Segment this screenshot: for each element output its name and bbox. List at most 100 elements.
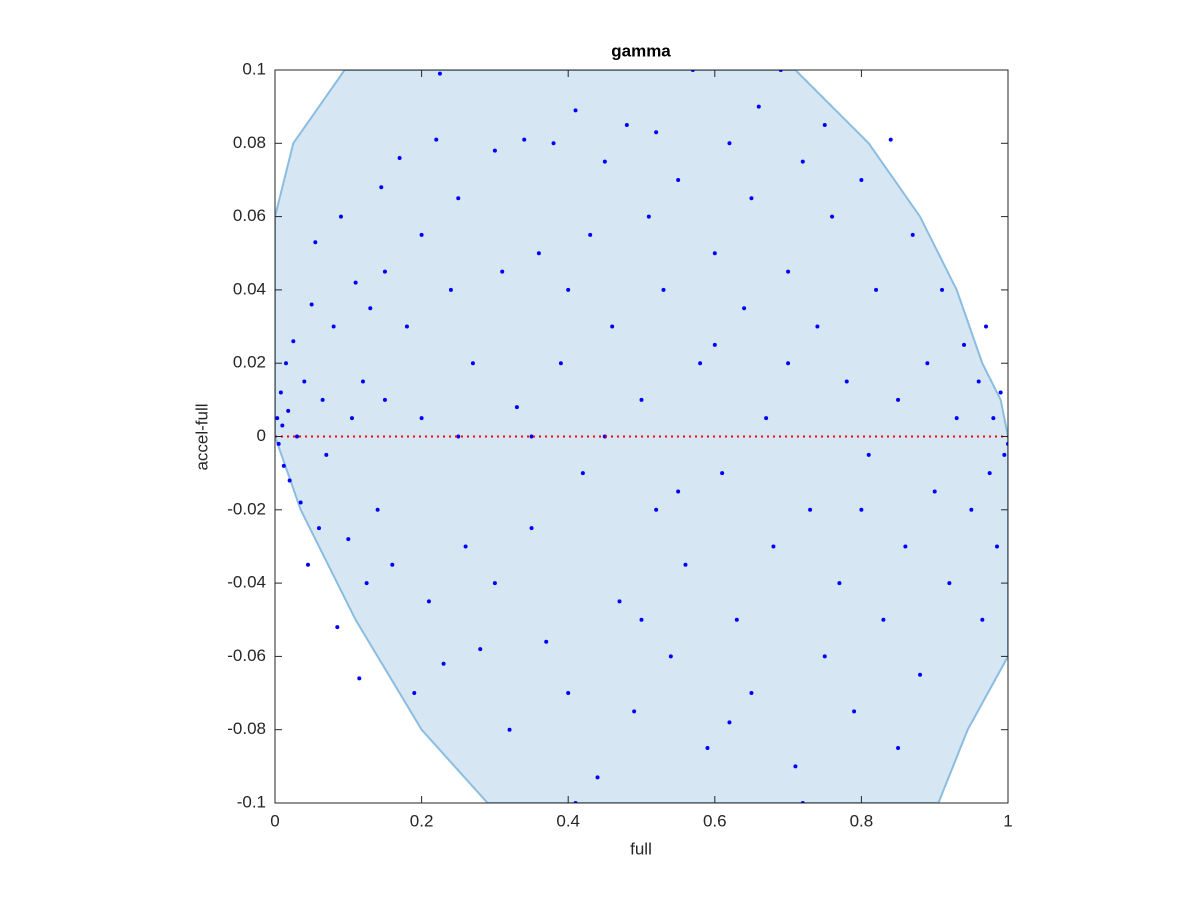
scatter-point: [558, 361, 563, 366]
scatter-point: [995, 544, 1000, 549]
scatter-point: [734, 617, 739, 622]
scatter-point: [668, 654, 673, 659]
x-tick-label: 0.6: [703, 811, 727, 830]
scatter-point: [335, 625, 340, 630]
scatter-point: [412, 691, 417, 696]
scatter-point: [903, 544, 908, 549]
scatter-point: [278, 390, 283, 395]
scatter-point: [822, 654, 827, 659]
scatter-point: [962, 342, 967, 347]
scatter-point: [764, 416, 769, 421]
scatter-point: [859, 177, 864, 182]
y-axis-label: accel-full: [192, 403, 211, 470]
scatter-point: [896, 746, 901, 751]
scatter-point: [595, 775, 600, 780]
scatter-point: [844, 379, 849, 384]
scatter-point: [448, 287, 453, 292]
scatter-point: [822, 122, 827, 127]
y-tick-label: 0.1: [242, 59, 266, 78]
scatter-point: [364, 581, 369, 586]
scatter-point: [573, 108, 578, 113]
scatter-point: [529, 526, 534, 531]
scatter-point: [947, 581, 952, 586]
scatter-point: [379, 185, 384, 190]
scatter-point: [815, 324, 820, 329]
scatter-point: [353, 280, 358, 285]
scatter-point: [331, 324, 336, 329]
x-tick-label: 0.8: [850, 811, 874, 830]
scatter-point: [368, 306, 373, 311]
scatter-point: [800, 159, 805, 164]
scatter-point: [881, 617, 886, 622]
scatter-point: [280, 423, 285, 428]
scatter-point: [786, 269, 791, 274]
scatter-point: [441, 661, 446, 666]
scatter-point: [624, 122, 629, 127]
scatter-point: [404, 324, 409, 329]
scatter-point: [313, 240, 318, 245]
scatter-point: [492, 148, 497, 153]
scatter-point: [918, 672, 923, 677]
scatter-point: [294, 434, 299, 439]
scatter-point: [566, 287, 571, 292]
scatter-point: [654, 130, 659, 135]
scatter-point: [419, 232, 424, 237]
scatter-point: [984, 324, 989, 329]
scatter-point: [349, 416, 354, 421]
scatter-point: [302, 379, 307, 384]
scatter-point: [998, 390, 1003, 395]
scatter-point: [749, 196, 754, 201]
scatter-point: [954, 416, 959, 421]
scatter-point: [786, 361, 791, 366]
y-tick-label: 0.04: [233, 279, 266, 298]
scatter-point: [808, 507, 813, 512]
y-tick-label: 0.02: [233, 353, 266, 372]
scatter-point: [976, 379, 981, 384]
scatter-point: [522, 137, 527, 142]
scatter-point: [536, 251, 541, 256]
scatter-point: [305, 562, 310, 567]
scatter-point: [859, 507, 864, 512]
scatter-point: [661, 287, 666, 292]
y-tick-label: -0.02: [227, 499, 266, 518]
scatter-point: [727, 141, 732, 146]
y-tick-label: 0.08: [233, 133, 266, 152]
scatter-point: [874, 287, 879, 292]
scatter-point: [712, 342, 717, 347]
scatter-point: [910, 232, 915, 237]
y-tick-label: -0.1: [237, 792, 266, 811]
scatter-point: [507, 727, 512, 732]
scatter-point: [698, 361, 703, 366]
scatter-point: [390, 562, 395, 567]
scatter-point: [382, 269, 387, 274]
scatter-point: [281, 463, 286, 468]
scatter-point: [470, 361, 475, 366]
scatter-point: [617, 599, 622, 604]
scatter-point: [654, 507, 659, 512]
scatter-point: [456, 434, 461, 439]
y-tick-label: 0: [257, 426, 266, 445]
scatter-point: [632, 709, 637, 714]
scatter-point: [286, 408, 291, 413]
scatter-point: [742, 306, 747, 311]
scatter-point: [793, 764, 798, 769]
scatter-point: [375, 507, 380, 512]
y-tick-label: -0.04: [227, 573, 266, 592]
scatter-point: [588, 232, 593, 237]
scatter-point: [478, 647, 483, 652]
scatter-point: [980, 617, 985, 622]
scatter-point: [1002, 452, 1007, 457]
scatter-point: [727, 720, 732, 725]
scatter-point: [991, 416, 996, 421]
scatter-point: [275, 416, 280, 421]
scatter-point: [646, 214, 651, 219]
scatter-point: [287, 478, 292, 483]
scatter-point: [852, 709, 857, 714]
scatter-point: [298, 500, 303, 505]
scatter-point: [309, 302, 314, 307]
scatter-point: [434, 137, 439, 142]
scatter-point: [397, 155, 402, 160]
scatter-point: [283, 361, 288, 366]
x-tick-label: 0.2: [410, 811, 434, 830]
